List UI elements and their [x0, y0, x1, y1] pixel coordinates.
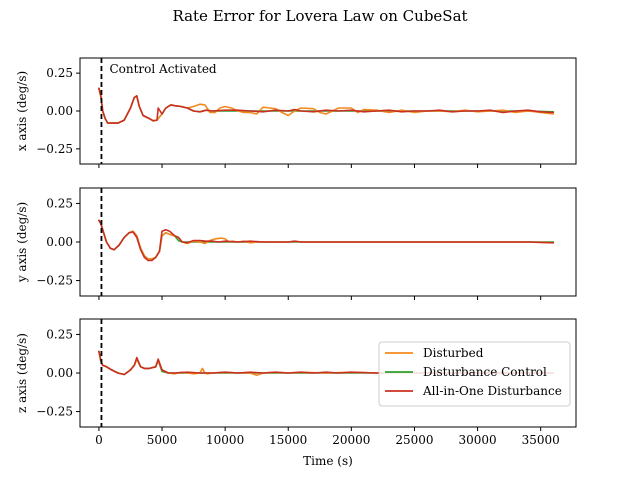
legend-entry-label: All-in-One Disturbance [422, 384, 562, 398]
series-line-disturbed [98, 219, 555, 260]
legend: Disturbed Disturbance Control All-in-One D… [378, 341, 571, 407]
y-tick-label: 0.25 [46, 66, 73, 80]
y-tick-label: 0.00 [46, 366, 73, 380]
y-axis-label: y axis (deg/s) [15, 202, 29, 283]
y-tick-label: −0.25 [36, 274, 73, 288]
x-tick-label: 15000 [269, 433, 307, 447]
panel-2: 0.25 0.00 −0.25 y axis (deg/s) [15, 187, 577, 300]
series-line-disturbance-control [98, 87, 555, 124]
series-line-all-in-one-disturbance [98, 219, 555, 262]
panel-3: 0.25 0.00 −0.25 0 5000 10000 15000 20000 25000 30… [15, 318, 577, 447]
x-tick-label: 10000 [206, 433, 244, 447]
x-tick-label: 5000 [147, 433, 178, 447]
series-line-disturbed [98, 87, 555, 124]
chart-title: Rate Error for Lovera Law on CubeSat [172, 7, 467, 25]
subplot-panels: 0.25 0.00 −0.25 x axis (deg/s) Control Activ… [15, 57, 577, 447]
y-tick-label: 0.00 [46, 235, 73, 249]
series-line-all-in-one-disturbance [98, 87, 555, 124]
x-tick-label: 25000 [395, 433, 433, 447]
y-axis-label: x axis (deg/s) [15, 71, 29, 151]
panel-1: 0.25 0.00 −0.25 x axis (deg/s) Control Activ… [15, 57, 577, 168]
x-tick-label: 30000 [458, 433, 496, 447]
x-tick-label: 0 [95, 433, 103, 447]
legend-entry-label: Disturbed [423, 346, 484, 360]
y-tick-label: −0.25 [36, 142, 73, 156]
y-tick-label: 0.25 [46, 196, 73, 210]
y-tick-label: 0.00 [46, 104, 73, 118]
y-axis-label: z axis (deg/s) [15, 333, 29, 413]
x-tick-label: 20000 [332, 433, 370, 447]
series-line-disturbance-control [98, 219, 555, 260]
legend-entry-label: Disturbance Control [423, 365, 547, 379]
y-tick-label: 0.25 [46, 327, 73, 341]
legend-box [378, 341, 571, 407]
x-tick-label: 35000 [522, 433, 560, 447]
x-axis-label: Time (s) [303, 454, 353, 468]
y-tick-label: −0.25 [36, 405, 73, 419]
control-activated-annotation: Control Activated [109, 62, 216, 76]
